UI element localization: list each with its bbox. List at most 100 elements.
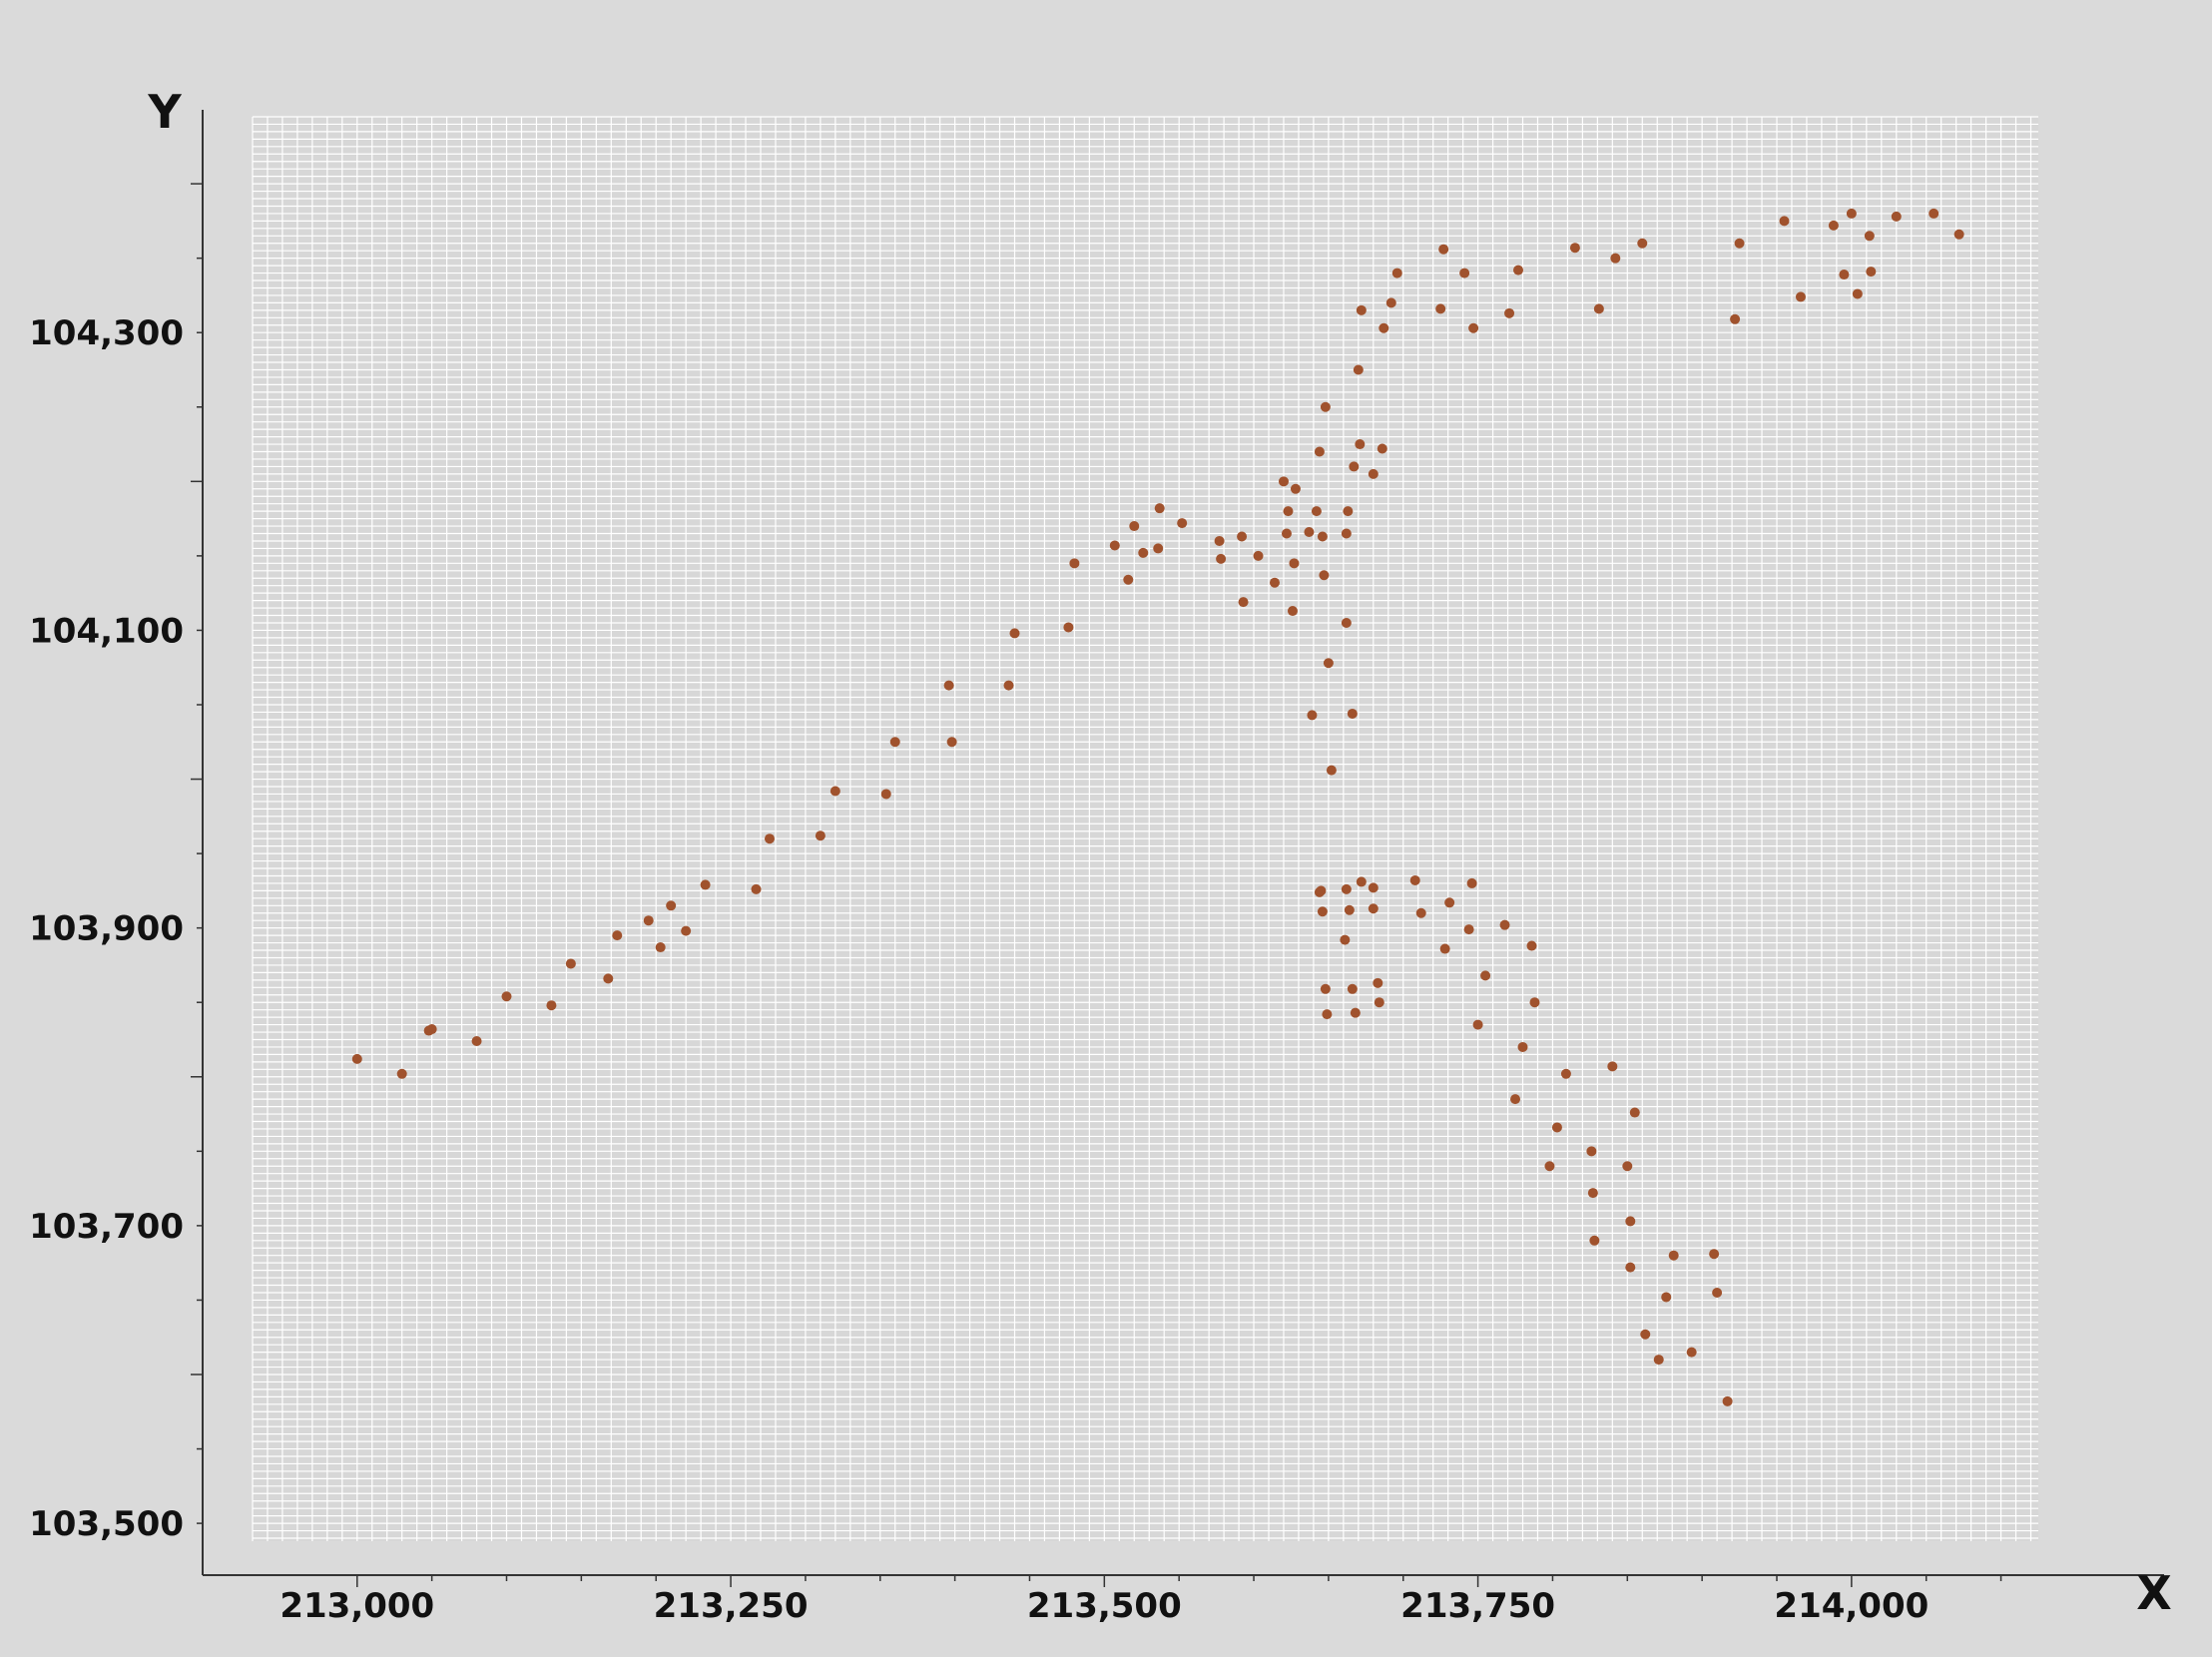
x-axis-title: X	[2136, 1566, 2171, 1620]
data-point	[1355, 439, 1366, 450]
data-point	[1637, 238, 1648, 249]
data-point	[1238, 597, 1249, 608]
data-point	[1314, 446, 1325, 457]
y-tick-label: 103,500	[29, 1504, 184, 1544]
data-point	[1653, 1355, 1664, 1366]
data-point	[1138, 547, 1149, 558]
y-tick-label: 103,700	[29, 1207, 184, 1247]
data-point	[1852, 288, 1863, 299]
data-point	[1587, 1188, 1598, 1199]
data-point	[880, 789, 891, 800]
data-point	[1480, 970, 1491, 981]
data-point	[1625, 1216, 1636, 1227]
data-point	[1846, 208, 1857, 219]
data-point	[1373, 977, 1383, 988]
x-tick-labels: 213,000 213,250 213,500 213,750 214,000	[279, 1586, 1929, 1626]
data-point	[751, 883, 762, 894]
data-point	[1347, 708, 1358, 719]
grid-lines	[252, 116, 2038, 1541]
data-point	[1709, 1249, 1720, 1260]
data-point	[612, 930, 623, 941]
data-point	[1504, 307, 1515, 318]
data-point	[815, 830, 826, 841]
data-point	[1290, 483, 1301, 494]
data-point	[1377, 443, 1387, 454]
data-point	[1499, 919, 1510, 930]
data-point	[1517, 1041, 1528, 1052]
x-tick-label: 213,500	[1027, 1586, 1182, 1626]
data-point	[1529, 997, 1540, 1008]
data-point	[1283, 506, 1294, 517]
data-point	[1379, 322, 1389, 333]
data-point	[1374, 997, 1384, 1008]
data-point	[1435, 303, 1446, 314]
data-point	[1929, 208, 1939, 219]
data-point	[603, 973, 614, 984]
data-point	[1368, 882, 1379, 893]
data-point	[471, 1035, 482, 1046]
data-point	[1661, 1292, 1672, 1303]
data-point	[1356, 876, 1367, 887]
data-point	[1349, 461, 1360, 472]
data-point	[1177, 518, 1188, 529]
data-point	[1551, 1122, 1562, 1133]
plot-area	[253, 117, 2038, 1541]
data-point	[1322, 1009, 1333, 1020]
x-tick-label: 213,750	[1400, 1586, 1555, 1626]
data-point	[655, 942, 666, 953]
x-tick-label: 213,250	[654, 1586, 809, 1626]
data-point	[1828, 220, 1839, 231]
data-point	[1341, 528, 1352, 539]
data-point	[946, 737, 957, 748]
data-point	[1340, 934, 1351, 945]
data-points	[351, 208, 1964, 1406]
data-point	[666, 900, 677, 911]
data-point	[1593, 303, 1604, 314]
data-point	[1320, 983, 1331, 994]
data-point	[1444, 897, 1455, 908]
data-point	[1214, 535, 1225, 546]
data-point	[1317, 531, 1328, 542]
data-point	[1353, 364, 1364, 375]
data-point	[1003, 680, 1014, 691]
tick-marks	[191, 183, 2002, 1587]
data-point	[1569, 243, 1580, 254]
data-point	[1311, 506, 1322, 517]
data-point	[1864, 231, 1875, 242]
data-point	[1625, 1262, 1636, 1273]
data-point	[1668, 1250, 1679, 1261]
data-point	[1544, 1161, 1555, 1172]
data-point	[1439, 943, 1450, 954]
data-point	[1269, 577, 1280, 588]
data-point	[1123, 574, 1134, 585]
data-point	[1216, 553, 1227, 564]
data-point	[1350, 1007, 1361, 1018]
data-point	[1307, 710, 1318, 721]
y-axis-title: Y	[147, 85, 182, 139]
data-point	[1341, 883, 1352, 894]
data-point	[1341, 617, 1352, 628]
data-point	[1347, 983, 1358, 994]
data-point	[1795, 291, 1806, 302]
data-point	[1391, 268, 1402, 278]
data-point	[1316, 885, 1327, 896]
data-point	[1686, 1347, 1697, 1358]
data-point	[764, 833, 775, 844]
data-point	[1839, 270, 1850, 280]
data-point	[1409, 874, 1420, 885]
data-point	[1343, 506, 1354, 517]
data-point	[1317, 906, 1328, 917]
data-point	[700, 879, 711, 890]
data-point	[1415, 907, 1426, 918]
data-point	[1356, 304, 1367, 315]
data-point	[1560, 1068, 1571, 1079]
data-point	[1326, 765, 1337, 776]
data-point	[1287, 606, 1298, 617]
data-point	[1510, 1094, 1521, 1105]
data-point	[1466, 877, 1477, 888]
x-tick-label: 214,000	[1774, 1586, 1929, 1626]
data-point	[1730, 313, 1741, 324]
data-point	[1320, 401, 1331, 412]
y-tick-labels: 103,500 103,700 103,900 104,100 104,300	[29, 313, 184, 1544]
